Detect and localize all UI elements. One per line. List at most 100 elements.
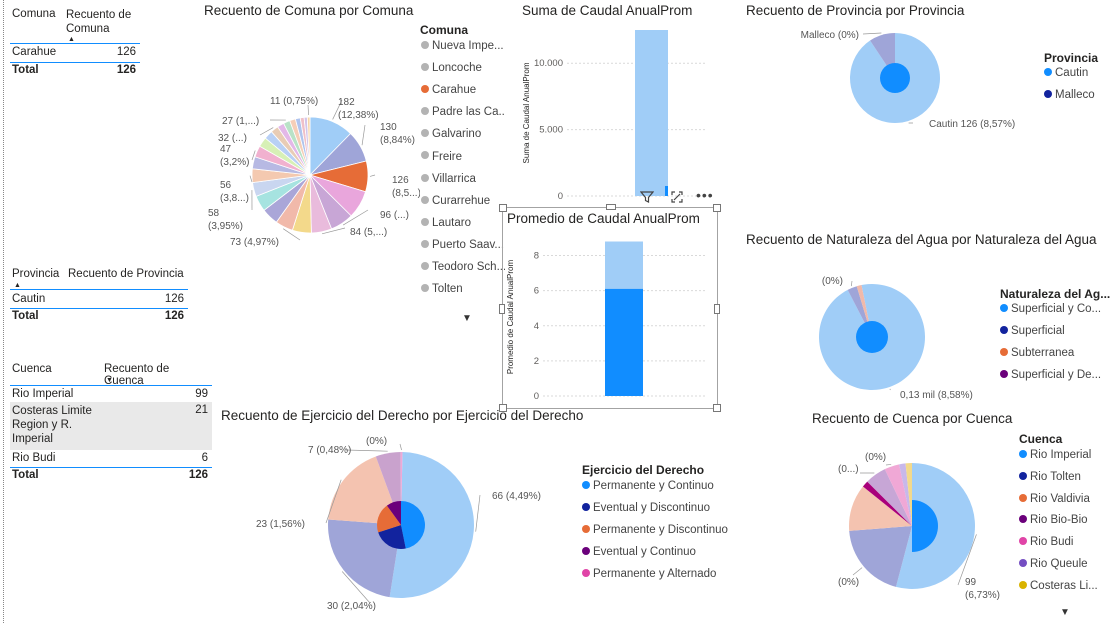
legend-item[interactable]: Rio Budi bbox=[1019, 536, 1111, 548]
legend-item[interactable]: Tolten bbox=[421, 283, 505, 295]
resize-handle[interactable] bbox=[499, 204, 507, 212]
total-label: Total bbox=[12, 64, 39, 76]
table-row[interactable]: Carahue bbox=[12, 46, 57, 58]
legend-item[interactable]: Eventual y Continuo bbox=[582, 546, 742, 558]
chart-title-suma: Suma de Caudal AnualProm bbox=[522, 3, 693, 18]
pie-slice[interactable] bbox=[306, 116, 311, 176]
col-header-recuento-cuenca[interactable]: Recuento de Cuenca bbox=[104, 363, 170, 387]
data-label: (0%) bbox=[838, 577, 859, 588]
leader-line bbox=[852, 567, 863, 576]
legend-item[interactable]: Puerto Saav... bbox=[421, 239, 505, 251]
legend-label: Teodoro Sch... bbox=[432, 261, 505, 273]
table-header-rule bbox=[10, 43, 140, 44]
filter-icon[interactable] bbox=[639, 190, 655, 207]
pie-slice[interactable] bbox=[862, 481, 912, 526]
table-row[interactable]: Cautin bbox=[12, 293, 46, 305]
pie-chart-naturaleza[interactable]: 0,13 mil (8,58%) (0%) bbox=[790, 266, 990, 406]
data-label: 99 bbox=[965, 577, 977, 588]
legend-item[interactable]: Superficial y Co... bbox=[1000, 303, 1110, 315]
leader-line bbox=[251, 150, 256, 161]
pie-chart-ejercicio[interactable]: 66 (4,49%) 30 (2,04%) 23 (1,56%) 7 (0,48%) (… bbox=[240, 425, 570, 615]
legend-item[interactable]: Loncoche bbox=[421, 62, 505, 74]
leader-line bbox=[851, 280, 853, 287]
pie-slice[interactable] bbox=[389, 452, 474, 598]
table-row[interactable]: Rio Budi bbox=[12, 452, 56, 464]
legend-item[interactable]: Curarrehue bbox=[421, 195, 505, 207]
legend-item[interactable]: Padre las Ca... bbox=[421, 106, 505, 118]
legend-item[interactable]: Rio Valdivia bbox=[1019, 493, 1111, 505]
resize-handle[interactable] bbox=[499, 404, 507, 412]
pie-slice[interactable] bbox=[867, 469, 912, 526]
resize-handle[interactable] bbox=[713, 204, 721, 212]
legend-marker-icon bbox=[421, 107, 429, 116]
table-row[interactable]: Costeras Limite Region y R. Imperial bbox=[12, 405, 92, 445]
resize-handle[interactable] bbox=[713, 404, 721, 412]
legend-item[interactable]: Rio Bio-Bio bbox=[1019, 514, 1111, 526]
legend-item[interactable]: Rio Imperial bbox=[1019, 449, 1111, 461]
sort-descending-icon[interactable]: ▼ bbox=[106, 377, 113, 384]
leader-line bbox=[345, 449, 388, 452]
legend-item[interactable]: Eventual y Discontinuo bbox=[582, 502, 742, 514]
pie-slice[interactable] bbox=[328, 456, 401, 525]
legend-item[interactable]: Teodoro Sch... bbox=[421, 261, 505, 273]
legend-marker-icon bbox=[1019, 449, 1027, 458]
bar[interactable] bbox=[635, 30, 668, 196]
col-header-recuento-comuna[interactable]: Recuento de Comuna bbox=[66, 9, 132, 35]
more-options-icon[interactable]: ••• bbox=[696, 187, 714, 203]
legend-item[interactable]: Carahue bbox=[421, 84, 505, 96]
legend-title-ejercicio: Ejercicio del Derecho bbox=[582, 463, 705, 477]
resize-handle[interactable] bbox=[714, 304, 720, 314]
legend-item[interactable]: Rio Queule bbox=[1019, 558, 1111, 570]
col-header-comuna[interactable]: Comuna bbox=[12, 8, 56, 20]
legend-item[interactable]: Permanente y Alternado bbox=[582, 568, 742, 580]
table-row[interactable]: Rio Imperial bbox=[12, 388, 74, 400]
sort-ascending-icon[interactable]: ▲ bbox=[68, 36, 75, 43]
y-tick-label: 8 bbox=[534, 251, 539, 262]
sort-ascending-icon[interactable]: ▲ bbox=[14, 282, 21, 289]
legend-item[interactable]: Cautin bbox=[1044, 67, 1114, 79]
legend-marker-icon bbox=[421, 63, 429, 72]
legend-item[interactable]: Malleco bbox=[1044, 89, 1114, 101]
legend-item[interactable]: Galvarino bbox=[421, 128, 505, 140]
pie-chart-cuenca[interactable]: 99 (6,73%) (0%) (0...) (0%) bbox=[808, 437, 1008, 612]
legend-label: Padre las Ca... bbox=[432, 106, 505, 119]
legend-marker-icon bbox=[421, 151, 429, 160]
resize-handle[interactable] bbox=[606, 204, 616, 210]
table-cell-value: 126 bbox=[164, 293, 184, 305]
table-header-rule bbox=[10, 289, 188, 290]
legend-item[interactable]: Permanente y Discontinuo bbox=[582, 524, 742, 536]
legend-item[interactable]: Superficial y De... bbox=[1000, 369, 1110, 381]
data-label: (12,38%) bbox=[338, 110, 379, 121]
legend-item[interactable]: Villarrica bbox=[421, 173, 505, 185]
pie-chart-comuna[interactable]: 182 (12,38%)130 (8,84%) 126 (8,5...) 96 (...)… bbox=[200, 80, 420, 280]
legend-item[interactable]: Nueva Impe... bbox=[421, 40, 505, 52]
bar[interactable] bbox=[605, 288, 643, 396]
col-header-cuenca[interactable]: Cuenca bbox=[12, 363, 52, 375]
pie-slice[interactable] bbox=[884, 464, 912, 526]
legend-marker-icon bbox=[1000, 303, 1008, 312]
data-label: 58 bbox=[208, 208, 220, 219]
total-label: Total bbox=[12, 469, 39, 481]
table-cell-value: 126 bbox=[116, 46, 136, 58]
legend-item[interactable]: Lautaro bbox=[421, 217, 505, 229]
bar-chart-promedio[interactable]: 0 2 4 6 8 Promedio de Caudal AnualProm bbox=[505, 230, 711, 405]
col-header-recuento-provincia[interactable]: Recuento de Provincia bbox=[68, 268, 184, 280]
legend-scroll-down-icon[interactable]: ▼ bbox=[1060, 607, 1070, 618]
pie-slice[interactable] bbox=[849, 486, 912, 531]
resize-handle[interactable] bbox=[499, 304, 505, 314]
legend-scroll-down-icon[interactable]: ▼ bbox=[462, 313, 472, 324]
legend-item[interactable]: Costeras Li... bbox=[1019, 580, 1111, 592]
col-header-provincia[interactable]: Provincia bbox=[12, 268, 60, 280]
legend-item[interactable]: Subterranea bbox=[1000, 347, 1110, 359]
legend-item[interactable]: Superficial bbox=[1000, 325, 1110, 337]
pie-chart-provincia[interactable]: Cautin 126 (8,57%) Malleco (0%) bbox=[785, 20, 1035, 140]
focus-mode-icon[interactable] bbox=[670, 190, 684, 209]
pie-slice[interactable] bbox=[849, 526, 912, 587]
legend-item[interactable]: Freire bbox=[421, 151, 505, 163]
pie-slice[interactable] bbox=[899, 463, 912, 526]
legend-marker-icon bbox=[1019, 580, 1027, 589]
legend-item[interactable]: Rio Tolten bbox=[1019, 471, 1111, 483]
pie-slice[interactable] bbox=[905, 463, 912, 526]
legend-item[interactable]: Permanente y Continuo bbox=[582, 480, 742, 492]
